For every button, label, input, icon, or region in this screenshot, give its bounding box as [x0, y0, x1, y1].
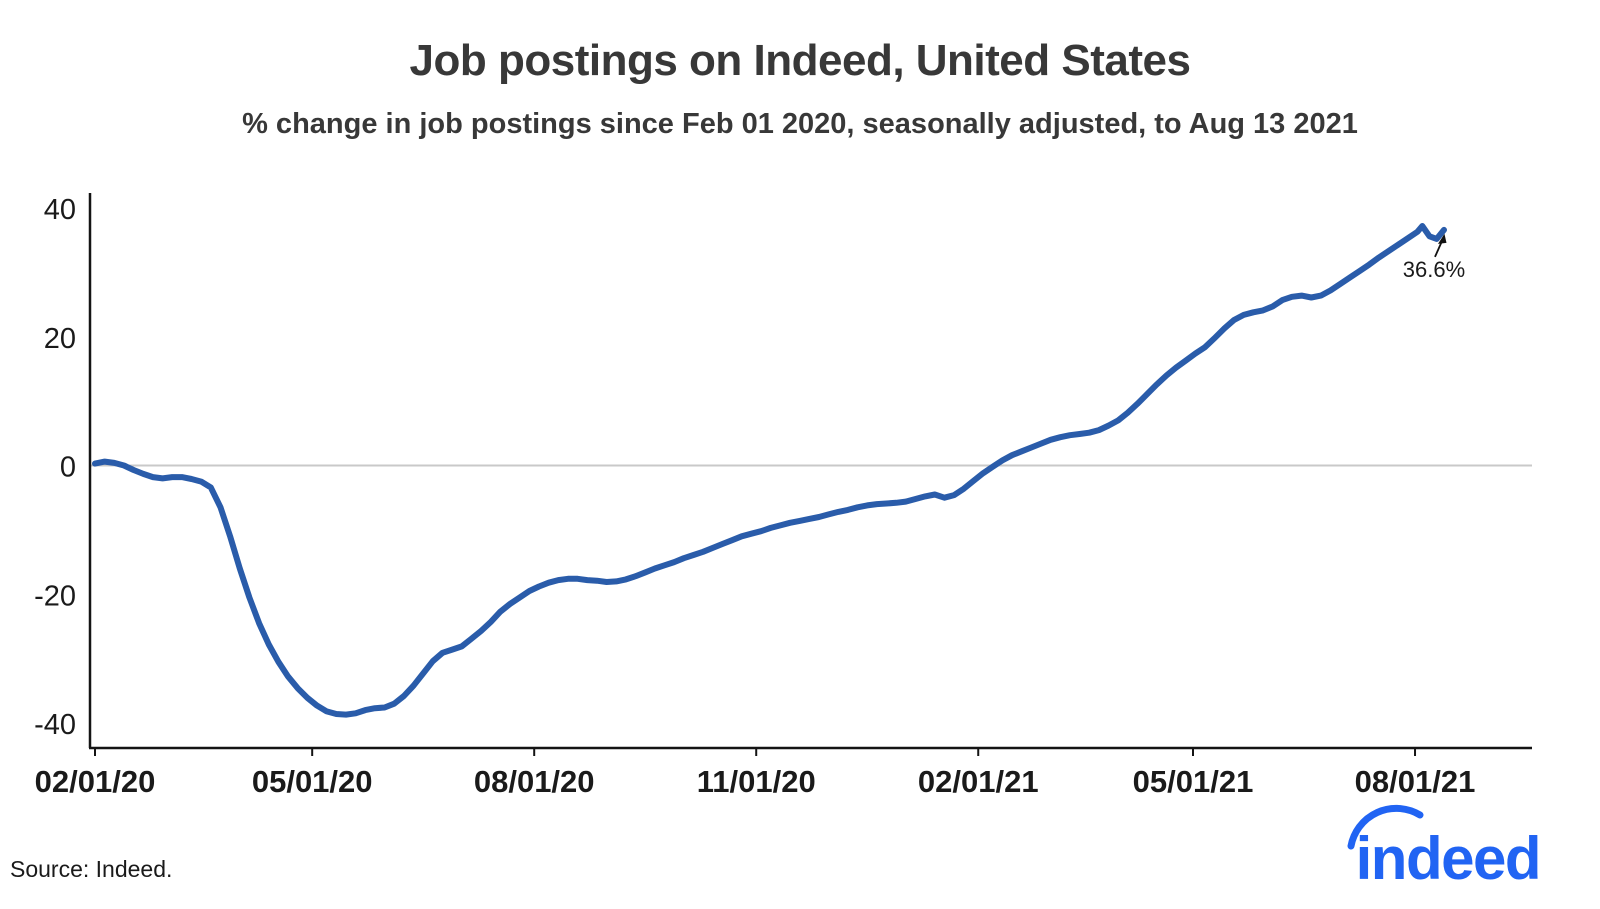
x-tick-label: 02/01/20 [35, 764, 156, 799]
series-line [92, 223, 1447, 718]
x-tick-label: 08/01/21 [1355, 764, 1476, 799]
y-tick-label: 0 [60, 452, 76, 484]
x-tick-label: 05/01/21 [1133, 764, 1254, 799]
indeed-logo-swoosh-icon [1347, 804, 1424, 850]
y-tick-label: -40 [34, 709, 76, 741]
x-tick-label: 02/01/21 [918, 764, 1039, 799]
chart-title: Job postings on Indeed, United States [409, 36, 1191, 85]
indeed-logo-text: indeed [1355, 825, 1542, 892]
line-chart: 40 20 0 -20 -40 02/01/20 05/01/20 08/01/20 11/01… [34, 193, 1532, 799]
y-tick-label: 40 [44, 194, 76, 226]
x-tick-label: 05/01/20 [252, 764, 373, 799]
chart-subtitle: % change in job postings since Feb 01 20… [242, 108, 1358, 140]
x-tick-label: 11/01/20 [697, 764, 816, 799]
indeed-logo: indeed [1347, 804, 1542, 893]
y-tick-label: -20 [34, 580, 76, 612]
annotation-label: 36.6% [1403, 257, 1465, 282]
y-tick-label: 20 [44, 323, 76, 355]
source-note: Source: Indeed. [10, 856, 173, 882]
annotation-arrowhead [1437, 233, 1447, 244]
x-tick-label: 08/01/20 [474, 764, 595, 799]
